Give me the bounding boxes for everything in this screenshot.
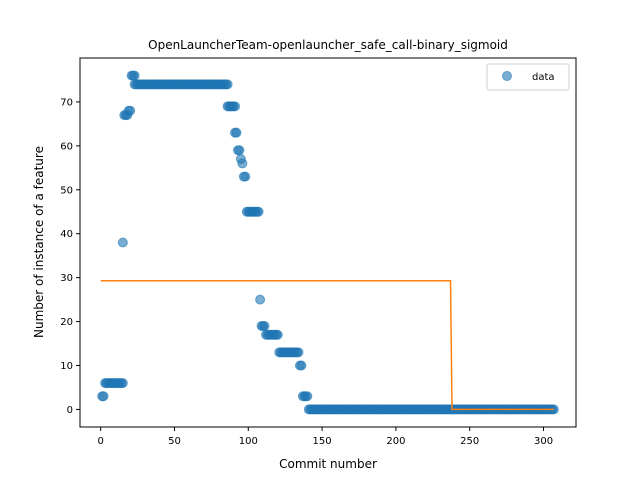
data-point-20: [125, 105, 136, 116]
data-point-123: [272, 329, 283, 340]
x-axis-label: Commit number: [279, 457, 377, 471]
y-tick-label-40: 40: [60, 229, 73, 240]
y-tick-label-60: 60: [60, 141, 73, 152]
y-tick-label-0: 0: [67, 405, 73, 416]
x-tick-label-300: 300: [534, 436, 553, 447]
data-point-137: [293, 347, 304, 358]
y-axis-label: Number of instance of a feature: [32, 146, 46, 338]
x-tick-label-0: 0: [97, 436, 103, 447]
data-point-87: [222, 79, 233, 90]
data-point-14: [117, 378, 128, 389]
x-tick-label-150: 150: [313, 436, 332, 447]
x-tick-label-200: 200: [386, 436, 405, 447]
x-tick-label-250: 250: [460, 436, 479, 447]
data-point-114: [259, 320, 270, 331]
y-tick-label-30: 30: [60, 273, 73, 284]
plot-frame: [79, 57, 577, 428]
x-tick-label-100: 100: [239, 436, 258, 447]
y-tick-label-50: 50: [60, 185, 73, 196]
data-point-93: [230, 101, 240, 112]
y-tick-label-10: 10: [60, 361, 73, 372]
data-point-99: [237, 158, 248, 169]
data-point-15: [117, 237, 128, 248]
legend: data: [486, 63, 570, 91]
axis-ticks: 0 50 100 150 200 250 300 0 10 20 30 40 50 60 70: [60, 97, 553, 447]
data-point-143: [302, 391, 313, 402]
x-tick-label-50: 50: [168, 436, 181, 447]
data-point-111: [255, 294, 266, 305]
legend-box: [486, 63, 570, 91]
chart-title: OpenLauncherTeam-openlauncher_safe_call-…: [148, 38, 508, 52]
plot-area: [97, 70, 559, 415]
data-point-97: [234, 145, 245, 156]
data-point-139: [296, 360, 307, 371]
fit-line: [100, 279, 554, 411]
y-tick-label-70: 70: [60, 97, 73, 108]
data-point-23: [129, 70, 140, 81]
data-point-101: [240, 171, 251, 182]
data-point-1: [98, 391, 109, 402]
y-tick-label-20: 20: [60, 317, 73, 328]
data-point-95: [231, 127, 242, 138]
data-point-110: [253, 206, 264, 217]
legend-marker-data: [502, 71, 512, 81]
legend-label-data: data: [532, 72, 555, 83]
